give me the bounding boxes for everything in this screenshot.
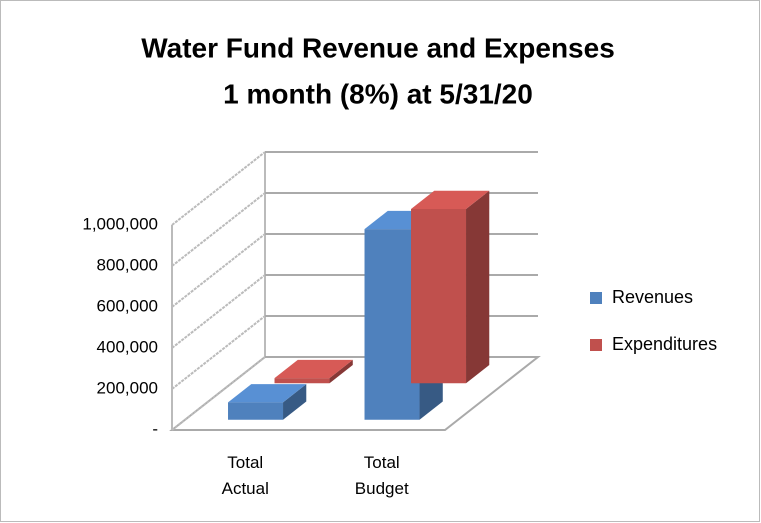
grid-line-side xyxy=(171,151,266,226)
y-tick-label: 1,000,000 xyxy=(82,214,158,233)
legend-swatch xyxy=(590,339,602,351)
grid-line-side xyxy=(171,233,266,308)
y-tick-label: - xyxy=(152,419,158,438)
bar-top xyxy=(274,359,353,379)
bar-side xyxy=(466,190,490,384)
bar xyxy=(228,384,307,420)
grid-line xyxy=(171,151,538,226)
bar-front xyxy=(364,229,420,420)
bar-top xyxy=(228,384,307,403)
bar-top xyxy=(411,190,490,210)
legend-label: Expenditures xyxy=(612,334,717,354)
bar xyxy=(411,190,490,384)
bar xyxy=(274,359,353,384)
grid-line xyxy=(171,192,538,267)
bar-front xyxy=(228,402,284,420)
x-tick-label: Total Actual xyxy=(221,453,269,498)
grid-line-side xyxy=(171,274,266,349)
y-tick-label: 600,000 xyxy=(97,296,158,315)
x-tick-label: Total Budget xyxy=(354,453,409,498)
bar-side xyxy=(283,384,307,420)
bar-front xyxy=(411,209,467,384)
grid-line-side xyxy=(171,192,266,267)
legend-swatch xyxy=(590,292,602,304)
bar-side xyxy=(329,359,353,384)
grid-line-side xyxy=(171,315,266,390)
chart-title: Water Fund Revenue and Expenses xyxy=(141,32,615,63)
grid-line-side xyxy=(171,356,266,431)
y-tick-label: 800,000 xyxy=(97,255,158,274)
chart-subtitle: 1 month (8%) at 5/31/20 xyxy=(223,78,533,109)
y-tick-label: 400,000 xyxy=(97,337,158,356)
y-tick-label: 200,000 xyxy=(97,378,158,397)
legend-label: Revenues xyxy=(612,287,693,307)
bar-front xyxy=(274,378,330,384)
